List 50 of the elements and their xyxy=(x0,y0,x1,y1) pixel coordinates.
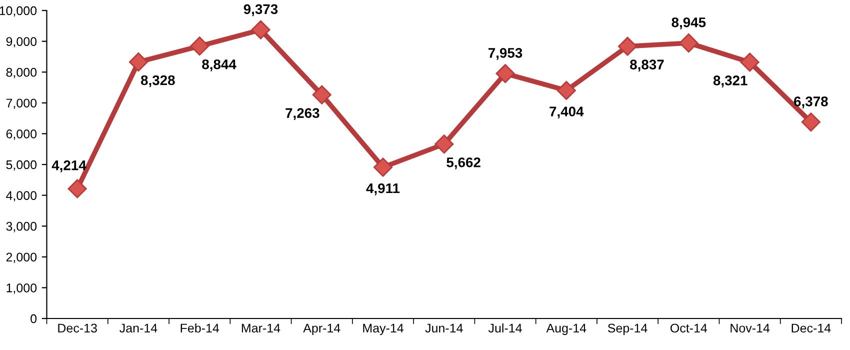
point xyxy=(801,112,820,132)
point xyxy=(434,134,454,154)
x-tick-label: May-14 xyxy=(363,324,404,336)
data-label: 8,328 xyxy=(140,75,175,88)
data-label: 8,945 xyxy=(672,17,706,30)
point xyxy=(556,80,576,100)
y-tick-label: 10,000 xyxy=(0,6,37,17)
data-label: 7,263 xyxy=(286,108,320,120)
data-label: 7,404 xyxy=(550,106,584,118)
y-tick-label: 8,000 xyxy=(6,68,37,78)
point xyxy=(190,36,210,56)
point xyxy=(740,52,760,72)
y-tick-label: 0 xyxy=(30,314,37,324)
point xyxy=(68,179,87,198)
data-label: 8,837 xyxy=(630,60,664,72)
point xyxy=(618,36,638,56)
point xyxy=(373,158,393,177)
x-tick-label: Nov-14 xyxy=(730,324,770,333)
x-tick-label: Apr-14 xyxy=(303,324,340,336)
x-tick-label: Dec-13 xyxy=(58,324,97,333)
y-tick-label: 4,000 xyxy=(6,191,37,202)
y-tick-label: 1,000 xyxy=(6,284,37,294)
x-tick-label: Jun-14 xyxy=(425,324,463,333)
point xyxy=(679,33,698,53)
x-tick-label: Mar-14 xyxy=(242,324,280,333)
data-label: 5,662 xyxy=(446,157,480,170)
data-label: 6,378 xyxy=(794,96,828,108)
x-tick-label: Dec-14 xyxy=(792,324,831,333)
x-tick-label: Jul-14 xyxy=(488,323,522,333)
y-tick-label: 2,000 xyxy=(6,252,37,264)
data-label: 8,844 xyxy=(202,59,236,72)
x-tick-label: Aug-14 xyxy=(546,324,586,336)
y-tick-label: 9,000 xyxy=(6,37,37,48)
point xyxy=(128,52,148,72)
y-tick-label: 7,000 xyxy=(6,98,37,110)
data-label: 4,214 xyxy=(52,160,86,172)
y-tick-label: 6,000 xyxy=(6,130,37,140)
data-label: 4,911 xyxy=(366,183,400,196)
data-label: 8,321 xyxy=(713,76,748,88)
x-tick-label: Feb-14 xyxy=(180,323,220,333)
data-label: 9,373 xyxy=(244,4,278,16)
point xyxy=(312,85,332,104)
y-tick-label: 5,000 xyxy=(6,160,37,171)
x-tick-label: Oct-14 xyxy=(670,324,708,333)
x-tick-label: Jan-14 xyxy=(120,324,158,333)
data-label: 7,953 xyxy=(488,48,522,60)
point xyxy=(251,20,270,40)
x-tick-label: Sep-14 xyxy=(608,324,648,336)
point xyxy=(496,64,515,84)
y-tick-label: 3,000 xyxy=(6,222,37,232)
